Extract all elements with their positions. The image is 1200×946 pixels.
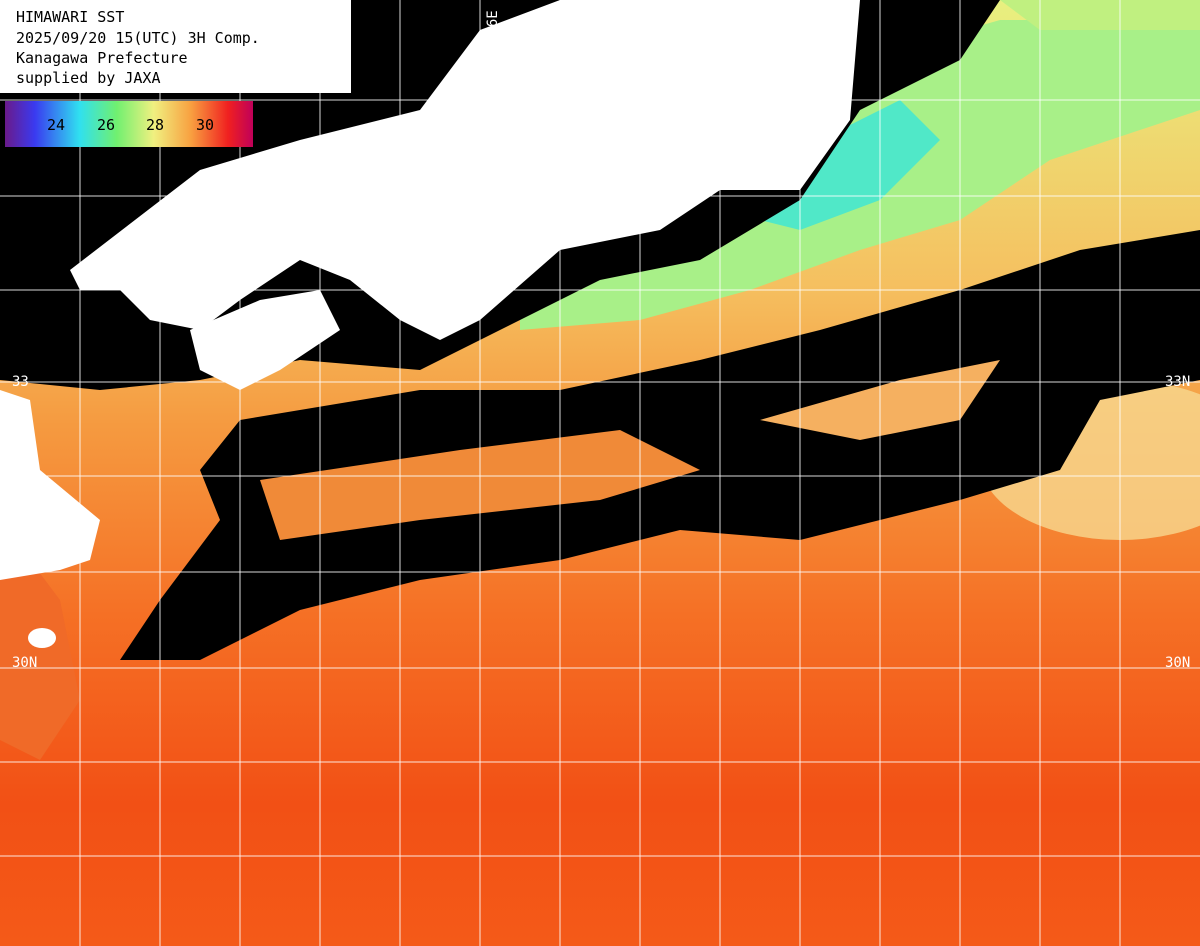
lat-label: 33N <box>1165 374 1190 390</box>
cold-water <box>760 100 940 230</box>
land <box>190 290 340 390</box>
lat-label: 30N <box>12 655 37 671</box>
lat-label: 30N <box>1165 655 1190 671</box>
land <box>0 390 100 580</box>
title-box <box>0 0 351 93</box>
colorbar-label: 24 <box>47 116 65 134</box>
title-line: Kanagawa Prefecture <box>16 49 188 67</box>
lat-label: 33 <box>12 374 29 390</box>
cloud <box>120 230 1200 660</box>
colorbar-label: 26 <box>97 116 115 134</box>
cool-water <box>1000 0 1200 30</box>
colorbar <box>5 101 253 147</box>
land <box>70 0 860 340</box>
title-line: HIMAWARI SST <box>16 8 124 26</box>
land <box>28 628 56 648</box>
title-line: supplied by JAXA <box>16 69 161 87</box>
colorbar-label: 30 <box>196 116 214 134</box>
title-line: 2025/09/20 15(UTC) 3H Comp. <box>16 29 260 47</box>
lon-label: 136E <box>485 10 501 44</box>
colorbar-label: 28 <box>146 116 164 134</box>
